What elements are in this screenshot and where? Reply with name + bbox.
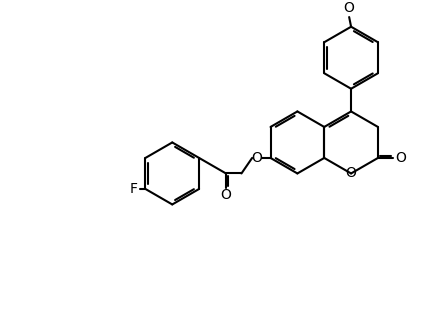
Text: O: O	[251, 151, 262, 165]
Text: O: O	[344, 1, 355, 15]
Text: F: F	[130, 182, 138, 196]
Text: O: O	[346, 166, 356, 180]
Text: O: O	[395, 151, 406, 165]
Text: O: O	[220, 188, 232, 202]
